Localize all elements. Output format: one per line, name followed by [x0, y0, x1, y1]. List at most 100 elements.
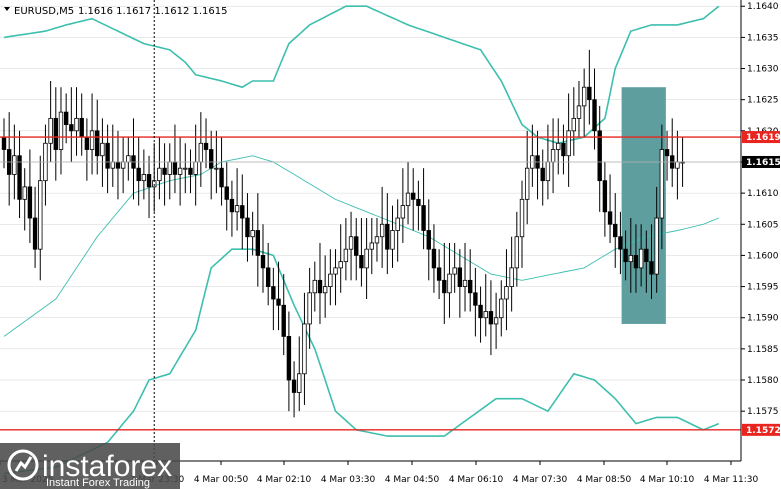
candle-body: [354, 236, 359, 256]
candle-body: [607, 211, 613, 225]
candle-body: [545, 161, 551, 182]
candle-body: [540, 167, 545, 182]
band-middle-line: [3, 155, 719, 337]
candle-body: [592, 99, 597, 132]
candle-body: [457, 267, 463, 287]
candle-body: [265, 267, 271, 287]
candle-body: [483, 311, 488, 319]
price-tags: 1.1619 1.1572 1.1615: [742, 131, 781, 436]
candle-body: [317, 279, 323, 294]
candle-body: [27, 186, 33, 219]
logo-tagline: Instant Forex Trading: [46, 477, 150, 489]
plot-area: [0, 0, 741, 461]
y-tick-label: 1.1580: [747, 376, 779, 386]
price-axis: 1.16401.16351.16301.16251.16201.16151.16…: [741, 2, 779, 417]
candle-body: [255, 230, 261, 256]
candle-body: [654, 217, 659, 275]
candle-body: [198, 142, 204, 163]
candle-body: [276, 298, 281, 306]
candle-body: [359, 255, 364, 269]
candle-body: [400, 205, 406, 219]
candle-body: [291, 379, 297, 393]
candle-body: [623, 248, 628, 263]
candle-body: [659, 149, 665, 219]
candle-body: [395, 217, 400, 231]
candle-body: [550, 149, 556, 163]
candle-body: [203, 142, 209, 150]
candle-body: [524, 167, 530, 200]
candle-body: [157, 167, 162, 182]
candle-body: [271, 286, 276, 300]
candle-body: [63, 111, 69, 125]
candle-body: [390, 230, 395, 250]
logo-mark-icon: [7, 449, 39, 481]
candle-body: [110, 161, 115, 169]
candle-body: [618, 236, 623, 250]
candle-body: [58, 111, 64, 150]
candle-body: [260, 255, 266, 269]
candle-body: [473, 292, 478, 306]
candle-body: [12, 155, 17, 175]
candle-body: [188, 167, 193, 175]
candle-body: [426, 230, 431, 250]
candle-body: [374, 236, 380, 244]
band-lower-line: [3, 248, 720, 475]
candle-body: [436, 267, 442, 281]
y-tick-label: 1.1625: [747, 96, 779, 106]
x-tick-label: 4 Mar 00:50: [194, 475, 249, 485]
level-tag-label: 1.1619: [746, 133, 781, 143]
ohlc-values: 1.1616 1.1617 1.1612 1.1615: [78, 6, 228, 17]
candle-body: [281, 304, 286, 337]
x-tick-label: 4 Mar 03:30: [321, 475, 376, 485]
highlight-zone: [621, 87, 666, 324]
candle-body: [53, 117, 58, 150]
candle-body: [571, 117, 576, 132]
candle-body: [514, 236, 520, 269]
candle-body: [581, 86, 587, 107]
candle-body: [234, 205, 240, 213]
y-tick-label: 1.1640: [747, 2, 779, 12]
current-price-tag: [742, 155, 780, 168]
candle-body: [644, 248, 649, 263]
level-tag: [742, 131, 780, 144]
candle-body: [136, 167, 141, 182]
candle-body: [649, 261, 654, 275]
candle-body: [1, 136, 7, 150]
instaforex-logo: instaforex Instant Forex Trading: [0, 443, 180, 489]
y-tick-label: 1.1590: [747, 314, 779, 324]
y-tick-label: 1.1610: [747, 189, 779, 199]
horizontal-levels: [0, 136, 741, 431]
candle-body: [478, 304, 483, 319]
candle-body: [79, 117, 84, 138]
candle-body: [467, 279, 473, 294]
current-price-label: 1.1615: [746, 158, 781, 168]
candle-body: [602, 180, 608, 213]
candle-body: [307, 292, 312, 325]
candle-body: [105, 142, 110, 169]
candle-body: [338, 261, 343, 269]
candle-body: [493, 317, 499, 325]
candle-body: [504, 286, 509, 300]
candle-body: [348, 236, 354, 250]
candle-body: [343, 248, 349, 263]
symbol-label: EURUSD,M5: [14, 6, 74, 17]
candle-body: [333, 267, 338, 275]
candle-body: [229, 198, 235, 213]
candle-body: [69, 124, 74, 132]
candle-body: [146, 174, 152, 188]
candle-body: [172, 161, 178, 175]
x-tick-label: 4 Mar 02:10: [257, 475, 312, 485]
candle-body: [613, 223, 618, 238]
candle-body: [556, 142, 561, 150]
candle-body: [167, 161, 172, 175]
candle-body: [32, 217, 38, 250]
candle-body: [431, 248, 437, 269]
x-tick-label: 4 Mar 10:10: [640, 475, 695, 485]
candle-body: [240, 205, 245, 219]
candle-body: [141, 174, 147, 182]
candle-body: [379, 223, 385, 238]
collapse-triangle-icon[interactable]: [4, 7, 10, 11]
candle-body: [297, 373, 302, 393]
candle-body: [126, 155, 131, 163]
